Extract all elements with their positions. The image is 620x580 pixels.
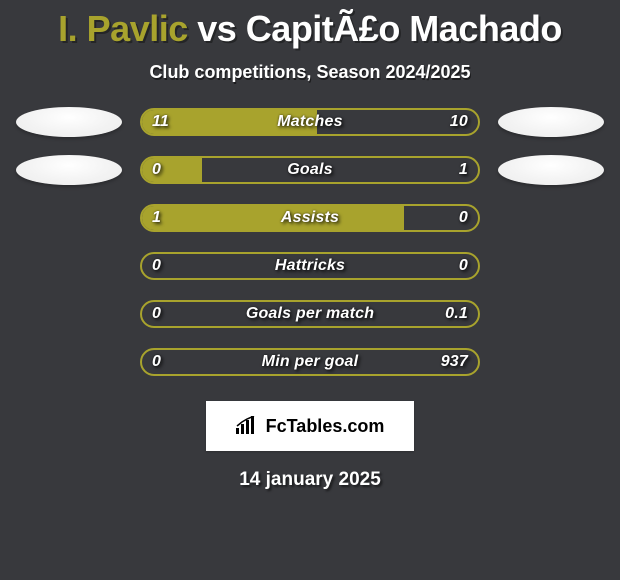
stat-left-value: 11 [152,113,169,131]
brand-box: FcTables.com [206,401,414,451]
stat-row: 11 Matches 10 [0,107,620,137]
stat-label: Matches [277,113,342,131]
subtitle: Club competitions, Season 2024/2025 [0,62,620,83]
stat-label: Goals [287,161,332,179]
stat-label: Assists [281,209,339,227]
stat-bar-text: 11 Matches 10 [142,110,478,134]
stat-right-value: 1 [459,161,468,179]
stat-row: 0 Goals per match 0.1 [0,299,620,329]
stat-row: 0 Hattricks 0 [0,251,620,281]
stat-bar-text: 0 Goals 1 [142,158,478,182]
title-vs: vs [188,8,246,49]
stat-bar-text: 0 Hattricks 0 [142,254,478,278]
stat-label: Goals per match [246,305,374,323]
chart-icon [236,416,258,436]
stat-bar: 0 Hattricks 0 [140,252,480,280]
stat-row: 0 Goals 1 [0,155,620,185]
stat-row: 1 Assists 0 [0,203,620,233]
stat-bar: 0 Goals 1 [140,156,480,184]
stat-right-value: 0 [459,257,468,275]
player2-portrait [498,155,604,185]
player1-portrait [16,155,122,185]
stat-bar-text: 1 Assists 0 [142,206,478,230]
title-player2: CapitÃ£o Machado [246,8,562,49]
stat-left-value: 0 [152,305,161,323]
stat-bar: 0 Goals per match 0.1 [140,300,480,328]
stat-bar-text: 0 Min per goal 937 [142,350,478,374]
stat-rows: 11Matches100Goals11Assists00Hattricks00G… [0,107,620,377]
stat-left-value: 1 [152,209,161,227]
stat-bar: 0 Min per goal 937 [140,348,480,376]
stat-label: Min per goal [262,353,359,371]
container: I. Pavlic vs CapitÃ£o Machado Club compe… [0,0,620,580]
date-text: 14 january 2025 [0,469,620,491]
player2-portrait [498,107,604,137]
stat-left-value: 0 [152,353,161,371]
brand-text: FcTables.com [266,416,385,437]
stat-left-value: 0 [152,161,161,179]
player1-portrait [16,107,122,137]
page-title: I. Pavlic vs CapitÃ£o Machado [0,8,620,50]
stat-left-value: 0 [152,257,161,275]
stat-right-value: 0 [459,209,468,227]
stat-bar-text: 0 Goals per match 0.1 [142,302,478,326]
stat-row: 0 Min per goal 937 [0,347,620,377]
stat-right-value: 10 [450,113,468,131]
stat-label: Hattricks [275,257,345,275]
stat-right-value: 937 [441,353,468,371]
stat-right-value: 0.1 [445,305,468,323]
stat-bar: 11 Matches 10 [140,108,480,136]
stat-bar: 1 Assists 0 [140,204,480,232]
title-player1: I. Pavlic [58,8,188,49]
